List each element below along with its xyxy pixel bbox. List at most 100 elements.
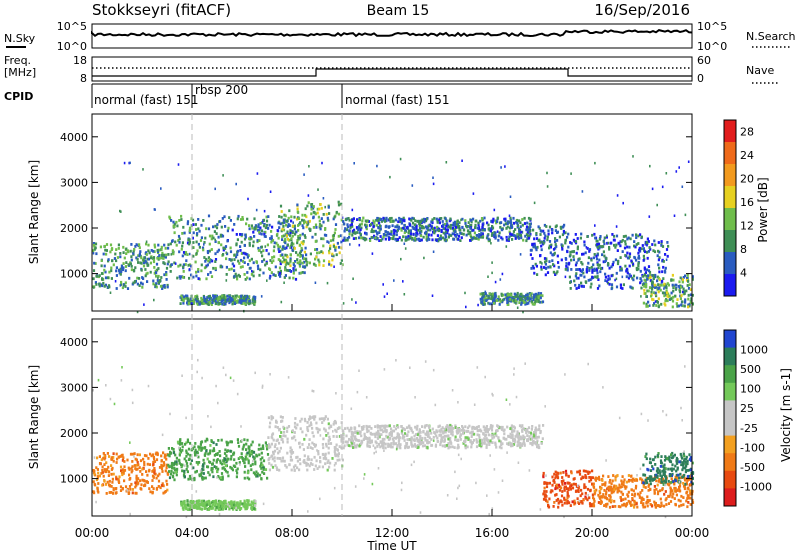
heatmap-cell (495, 434, 497, 437)
heatmap-cell (312, 216, 314, 219)
heatmap-cell (241, 456, 243, 459)
heatmap-cell (406, 236, 408, 239)
heatmap-cell (95, 243, 97, 246)
heatmap-cell (143, 256, 145, 259)
heatmap-cell (644, 292, 646, 295)
heatmap-cell (221, 439, 223, 442)
heatmap-cell (218, 241, 220, 244)
heatmap-cell (197, 445, 199, 448)
heatmap-cell (551, 259, 553, 262)
heatmap-cell (172, 221, 174, 224)
heatmap-cell (487, 430, 489, 433)
heatmap-cell (606, 235, 608, 238)
heatmap-cell (495, 281, 497, 284)
heatmap-cell (558, 500, 560, 503)
heatmap-cell (553, 501, 555, 504)
heatmap-cell (279, 428, 281, 431)
heatmap-cell (250, 468, 252, 471)
heatmap-cell (184, 475, 186, 478)
heatmap-cell (292, 221, 294, 224)
heatmap-cell (576, 252, 578, 255)
heatmap-cell (353, 162, 355, 165)
heatmap-cell (266, 445, 268, 448)
heatmap-cell (295, 278, 297, 281)
heatmap-cell (158, 254, 160, 257)
heatmap-cell (167, 247, 169, 250)
heatmap-cell (224, 303, 226, 306)
heatmap-cell (594, 237, 596, 240)
heatmap-cell (390, 230, 392, 233)
heatmap-cell (402, 235, 404, 238)
heatmap-cell (389, 176, 391, 179)
heatmap-cell (614, 479, 616, 482)
heatmap-cell (603, 242, 605, 245)
heatmap-cell (643, 302, 645, 305)
heatmap-cell (582, 190, 584, 193)
heatmap-cell (134, 492, 136, 495)
heatmap-cell (320, 228, 322, 231)
heatmap-cell (466, 234, 468, 237)
heatmap-cell (271, 434, 273, 437)
heatmap-cell (645, 295, 647, 298)
heatmap-cell (179, 264, 181, 267)
heatmap-cell (662, 291, 664, 294)
heatmap-cell (153, 472, 155, 475)
heatmap-cell (321, 417, 323, 420)
heatmap-cell (528, 426, 530, 429)
heatmap-cell (269, 224, 271, 227)
heatmap-cell (324, 206, 326, 209)
heatmap-cell (354, 427, 356, 430)
heatmap-cell (286, 220, 288, 223)
heatmap-cell (602, 493, 604, 496)
heatmap-cell (253, 451, 255, 454)
heatmap-cell (222, 235, 224, 238)
heatmap-cell (489, 302, 491, 305)
heatmap-cell (450, 227, 452, 230)
heatmap-cell (500, 443, 502, 446)
heatmap-cell (338, 235, 340, 238)
heatmap-cell (174, 468, 176, 471)
heatmap-cell (145, 274, 147, 277)
heatmap-cell (524, 436, 526, 439)
heatmap-cell (568, 501, 570, 504)
heatmap-cell (262, 249, 264, 252)
heatmap-cell (431, 238, 433, 241)
heatmap-cell (284, 464, 286, 467)
heatmap-cell (182, 255, 184, 258)
heatmap-cell (237, 238, 239, 241)
heatmap-cell (462, 432, 464, 435)
heatmap-cell (586, 246, 588, 249)
heatmap-cell (278, 237, 280, 240)
heatmap-cell (456, 432, 458, 435)
heatmap-cell (152, 283, 154, 286)
heatmap-cell (625, 235, 627, 238)
heatmap-cell (274, 460, 276, 463)
heatmap-cell (530, 253, 532, 256)
heatmap-cell (266, 249, 268, 252)
heatmap-cell (374, 237, 376, 240)
heatmap-cell (243, 438, 245, 441)
heatmap-cell (218, 302, 220, 305)
heatmap-cell (517, 434, 519, 437)
heatmap-cell (526, 302, 528, 305)
heatmap-cell (223, 466, 225, 469)
heatmap-cell (510, 196, 512, 199)
heatmap-cell (294, 422, 296, 425)
heatmap-cell (171, 466, 173, 469)
heatmap-cell (358, 439, 360, 442)
heatmap-cell (229, 258, 231, 261)
heatmap-cell (483, 425, 485, 428)
heatmap-cell (633, 275, 635, 278)
heatmap-cell (202, 465, 204, 468)
heatmap-cell (517, 441, 519, 444)
heatmap-cell (125, 485, 127, 488)
heatmap-cell (545, 273, 547, 276)
heatmap-cell (124, 284, 126, 287)
heatmap-cell (192, 276, 194, 279)
heatmap-cell (451, 445, 453, 448)
heatmap-cell (113, 473, 115, 476)
heatmap-cell (316, 252, 318, 255)
heatmap-cell (197, 218, 199, 221)
heatmap-cell (506, 236, 508, 239)
heatmap-cell (661, 280, 663, 283)
